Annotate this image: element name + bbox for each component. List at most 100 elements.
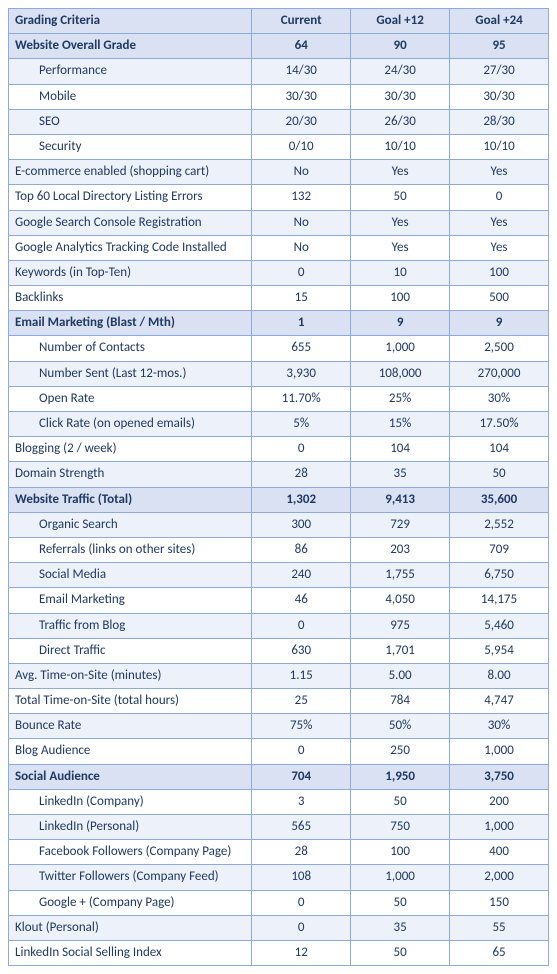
table-row: Number Sent (Last 12-mos.)3,930108,00027… [9, 361, 549, 386]
row-goal12: 90 [351, 34, 450, 59]
row-goal12: 50 [351, 890, 450, 915]
row-label: Blog Audience [9, 739, 252, 764]
header-criteria: Grading Criteria [9, 9, 252, 34]
row-label: Email Marketing (Blast / Mth) [9, 311, 252, 336]
row-label: Email Marketing [9, 588, 252, 613]
table-header-row: Grading Criteria Current Goal +12 Goal +… [9, 9, 549, 34]
row-current: 108 [252, 865, 351, 890]
row-label: Referrals (links on other sites) [9, 537, 252, 562]
row-goal12: Yes [351, 210, 450, 235]
row-label: Facebook Followers (Company Page) [9, 840, 252, 865]
row-goal12: 1,701 [351, 638, 450, 663]
row-goal24: 2,000 [450, 865, 549, 890]
table-row: LinkedIn (Personal)5657501,000 [9, 815, 549, 840]
row-goal24: Yes [450, 235, 549, 260]
row-goal12: 1,000 [351, 865, 450, 890]
row-goal24: 1,000 [450, 739, 549, 764]
row-current: 3,930 [252, 361, 351, 386]
row-current: 0 [252, 437, 351, 462]
row-goal24: 65 [450, 940, 549, 965]
row-goal12: Yes [351, 160, 450, 185]
row-goal24: 95 [450, 34, 549, 59]
header-goal24: Goal +24 [450, 9, 549, 34]
row-goal24: 270,000 [450, 361, 549, 386]
row-current: 655 [252, 336, 351, 361]
row-current: 0/10 [252, 134, 351, 159]
row-current: 75% [252, 714, 351, 739]
table-row: Total Time-on-Site (total hours)257844,7… [9, 689, 549, 714]
row-goal24: 17.50% [450, 412, 549, 437]
row-goal24: 5,460 [450, 613, 549, 638]
table-row: Website Traffic (Total)1,3029,41335,600 [9, 487, 549, 512]
row-goal12: 9 [351, 311, 450, 336]
row-goal24: 709 [450, 537, 549, 562]
row-goal12: 250 [351, 739, 450, 764]
row-goal12: 25% [351, 386, 450, 411]
header-goal12: Goal +12 [351, 9, 450, 34]
row-goal12: 784 [351, 689, 450, 714]
row-label: LinkedIn Social Selling Index [9, 940, 252, 965]
row-label: Google Analytics Tracking Code Installed [9, 235, 252, 260]
row-label: Avg. Time-on-Site (minutes) [9, 663, 252, 688]
row-current: 240 [252, 563, 351, 588]
row-goal12: Yes [351, 235, 450, 260]
row-goal24: 150 [450, 890, 549, 915]
row-label: Security [9, 134, 252, 159]
row-goal24: 50 [450, 462, 549, 487]
row-current: 12 [252, 940, 351, 965]
row-goal12: 10/10 [351, 134, 450, 159]
row-goal24: 1,000 [450, 815, 549, 840]
row-goal24: 9 [450, 311, 549, 336]
row-goal24: 200 [450, 789, 549, 814]
table-row: Klout (Personal)03555 [9, 915, 549, 940]
row-label: Google Search Console Registration [9, 210, 252, 235]
row-label: Twitter Followers (Company Feed) [9, 865, 252, 890]
table-row: Google Search Console RegistrationNoYesY… [9, 210, 549, 235]
table-row: Performance14/3024/3027/30 [9, 59, 549, 84]
row-goal24: 35,600 [450, 487, 549, 512]
table-row: Direct Traffic6301,7015,954 [9, 638, 549, 663]
row-goal12: 35 [351, 915, 450, 940]
table-row: Avg. Time-on-Site (minutes)1.155.008.00 [9, 663, 549, 688]
row-current: 28 [252, 462, 351, 487]
row-current: 20/30 [252, 109, 351, 134]
row-goal12: 35 [351, 462, 450, 487]
table-row: E-commerce enabled (shopping cart)NoYesY… [9, 160, 549, 185]
row-goal12: 975 [351, 613, 450, 638]
row-current: 28 [252, 840, 351, 865]
row-current: 11.70% [252, 386, 351, 411]
row-current: 1,302 [252, 487, 351, 512]
table-row: Keywords (in Top-Ten)010100 [9, 260, 549, 285]
row-current: 0 [252, 613, 351, 638]
row-goal24: 104 [450, 437, 549, 462]
row-current: No [252, 210, 351, 235]
row-goal24: 5,954 [450, 638, 549, 663]
row-label: Blogging (2 / week) [9, 437, 252, 462]
row-goal24: 2,500 [450, 336, 549, 361]
table-row: SEO20/3026/3028/30 [9, 109, 549, 134]
table-row: Social Audience7041,9503,750 [9, 764, 549, 789]
row-goal24: 14,175 [450, 588, 549, 613]
row-goal24: 8.00 [450, 663, 549, 688]
row-goal12: 15% [351, 412, 450, 437]
row-current: 64 [252, 34, 351, 59]
table-row: Backlinks15100500 [9, 286, 549, 311]
row-label: E-commerce enabled (shopping cart) [9, 160, 252, 185]
table-row: Traffic from Blog09755,460 [9, 613, 549, 638]
table-row: Google + (Company Page)050150 [9, 890, 549, 915]
table-row: LinkedIn (Company)350200 [9, 789, 549, 814]
row-goal12: 100 [351, 840, 450, 865]
row-goal12: 10 [351, 260, 450, 285]
row-current: 0 [252, 890, 351, 915]
row-current: 630 [252, 638, 351, 663]
table-row: Security0/1010/1010/10 [9, 134, 549, 159]
row-goal24: 3,750 [450, 764, 549, 789]
row-label: Performance [9, 59, 252, 84]
row-current: 300 [252, 512, 351, 537]
row-current: 86 [252, 537, 351, 562]
row-goal24: 55 [450, 915, 549, 940]
row-current: 565 [252, 815, 351, 840]
row-goal24: Yes [450, 160, 549, 185]
row-goal24: 4,747 [450, 689, 549, 714]
table-row: Google Analytics Tracking Code Installed… [9, 235, 549, 260]
